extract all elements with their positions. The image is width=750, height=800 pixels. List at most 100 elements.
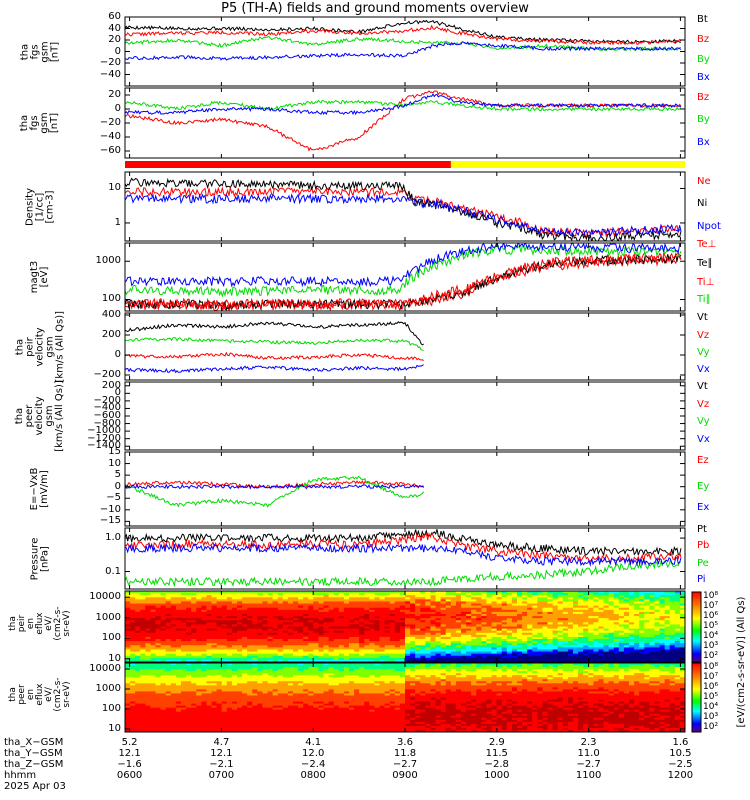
spectrogram-cell	[669, 659, 676, 662]
spectrogram-cell	[221, 709, 228, 713]
spectrogram-cell	[644, 599, 650, 602]
spectrogram-cell	[247, 663, 253, 666]
spectrogram-cell	[160, 683, 167, 686]
spectrogram-cell	[455, 616, 462, 619]
spectrogram-cell	[471, 632, 477, 636]
spectrogram-cell	[634, 601, 640, 604]
spectrogram-cell	[389, 626, 396, 629]
spectrogram-cell	[511, 632, 518, 636]
spectrogram-cell	[425, 653, 431, 657]
spectrogram-cell	[323, 624, 330, 627]
spectrogram-cell	[415, 651, 421, 655]
spectrogram-cell	[578, 628, 584, 632]
spectrogram-cell	[511, 609, 518, 613]
spectrogram-cell	[333, 620, 340, 623]
spectrogram-cell	[491, 655, 498, 659]
spectrogram-cell	[186, 622, 192, 625]
spectrogram-cell	[639, 616, 645, 619]
spectrogram-cell	[293, 601, 299, 604]
spectrogram-cell	[618, 641, 625, 644]
spectrogram-cell	[405, 613, 411, 617]
spectrogram-cell	[491, 632, 498, 636]
spectrogram-cell	[298, 601, 304, 604]
spectrogram-cell	[410, 624, 416, 627]
spectrogram-cell	[455, 653, 462, 657]
spectrogram-cell	[247, 685, 253, 688]
spectrogram-cell	[359, 609, 365, 613]
spectrogram-cell	[160, 605, 167, 609]
spectrogram-cell	[145, 636, 151, 640]
spectrogram-cell	[206, 681, 212, 684]
spectrogram-cell	[455, 643, 462, 646]
spectrogram-cell	[583, 651, 589, 655]
spectrogram-cell	[562, 645, 569, 648]
spectrogram-cell	[160, 719, 167, 723]
spectrogram-cell	[527, 632, 533, 636]
spectrogram-cell	[649, 603, 655, 607]
spectrogram-cell	[496, 603, 503, 607]
spectrogram-cell	[175, 679, 182, 682]
spectrogram-cell	[491, 609, 498, 613]
spectrogram-cell	[527, 645, 533, 648]
spectrogram-cell	[226, 689, 233, 692]
spectrogram-cell	[440, 653, 447, 657]
spectrogram-cell	[242, 713, 248, 717]
spectrogram-cell	[476, 659, 482, 662]
spectrogram-cell	[160, 626, 167, 629]
spectrogram-cell	[573, 630, 579, 634]
spectrogram-cell	[140, 701, 146, 704]
spectrogram-cell	[257, 681, 263, 684]
spectrogram-cell	[481, 622, 487, 625]
spectrogram-cell	[155, 657, 162, 661]
spectrogram-cell	[221, 649, 228, 652]
spectrogram-cell	[226, 605, 233, 609]
spectrogram-cell	[486, 626, 492, 629]
spectrogram-cell	[237, 618, 243, 621]
spectrogram-cell	[364, 593, 370, 596]
spectrogram-cell	[231, 681, 238, 684]
spectrogram-cell	[618, 618, 625, 621]
spectrogram-cell	[323, 611, 330, 615]
spectrogram-cell	[629, 630, 635, 634]
spectrogram-cell	[201, 687, 207, 690]
spectrogram-cell	[175, 699, 182, 702]
spectrogram-cell	[511, 647, 518, 650]
spectrogram-cell	[308, 630, 314, 634]
spectrogram-cell	[445, 597, 452, 600]
spectrogram-cell	[282, 620, 289, 623]
spectrogram-cell	[216, 607, 223, 611]
spectrogram-cell	[308, 620, 314, 623]
spectrogram-cell	[272, 624, 279, 627]
spectrogram-cell	[216, 663, 223, 666]
spectrogram-cell	[430, 655, 436, 659]
spectrogram-cell	[150, 659, 156, 662]
spectrogram-cell	[420, 639, 426, 642]
spectrogram-cell	[201, 597, 207, 600]
spectrogram-cell	[226, 717, 233, 721]
spectrogram-cell	[140, 626, 146, 629]
spectrogram-cell	[552, 599, 559, 602]
spectrogram-cell	[333, 624, 340, 627]
spectrogram-cell	[165, 639, 172, 642]
spectrogram-cell	[165, 711, 172, 715]
spectrogram-cell	[623, 599, 630, 602]
spectrogram-cell	[242, 632, 248, 636]
spectrogram-cell	[567, 639, 574, 642]
spectrogram-cell	[237, 717, 243, 721]
spectrogram-cell	[354, 647, 360, 650]
spectrogram-cell	[420, 609, 426, 613]
spectrogram-cell	[175, 655, 182, 659]
spectrogram-cell	[420, 603, 426, 607]
spectrogram-cell	[125, 632, 131, 636]
spectrogram-cell	[277, 659, 284, 662]
spectrogram-cell	[308, 601, 314, 604]
spectrogram-cell	[384, 636, 391, 640]
spectrogram-cell	[211, 671, 218, 674]
spectrogram-cell	[313, 611, 319, 615]
spectrogram-cell	[175, 630, 182, 634]
spectrogram-cell	[333, 601, 340, 604]
spectrogram-cell	[216, 681, 223, 684]
spectrogram-cell	[410, 591, 416, 594]
spectrogram-cell	[196, 699, 202, 702]
spectrogram-cell	[547, 655, 554, 659]
